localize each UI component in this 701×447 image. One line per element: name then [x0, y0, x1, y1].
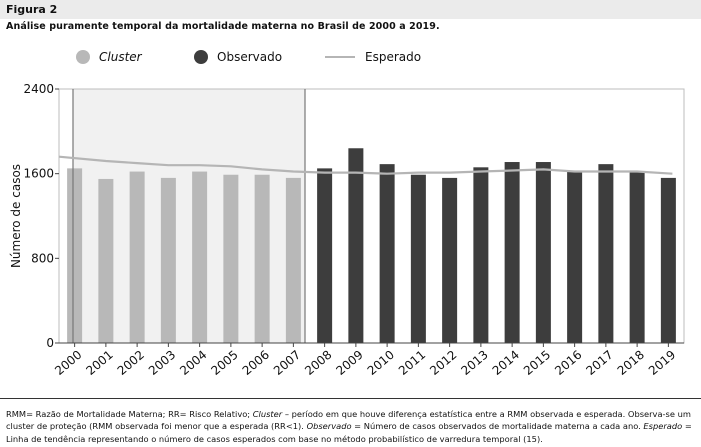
bar-2018	[629, 171, 645, 343]
footnote-text-1: RMM= Razão de Mortalidade Materna; RR= R…	[6, 409, 253, 419]
figure-title: Análise puramente temporal da mortalidad…	[6, 21, 440, 32]
x-tick-label-2009: 2009	[333, 348, 365, 378]
bar-2002	[129, 171, 145, 343]
legend-item-esperado: Esperado	[325, 48, 421, 66]
x-tick-label-2004: 2004	[177, 348, 209, 378]
x-tick-label-2006: 2006	[240, 348, 272, 378]
bar-2019	[660, 177, 676, 343]
bar-2015	[535, 162, 551, 343]
bar-2000	[67, 168, 83, 343]
x-tick-label-2007: 2007	[271, 348, 303, 378]
bar-2016	[567, 170, 583, 343]
bar-2009	[348, 148, 364, 343]
bar-2013	[473, 167, 489, 343]
x-tick-label-2010: 2010	[365, 348, 397, 378]
figure-label: Figura 2	[6, 3, 58, 16]
legend-swatch-observado	[194, 50, 208, 64]
x-tick-label-2019: 2019	[646, 348, 678, 378]
x-tick-label-2018: 2018	[615, 348, 647, 378]
legend-swatch-cluster	[76, 50, 90, 64]
footnote-text-3: = Número de casos observados de mortalid…	[351, 421, 644, 432]
footnote-text-2: – período em que houve diferença estatís…	[6, 409, 691, 432]
footnote-text-4: = Linha de tendência representando o núm…	[6, 421, 692, 444]
y-tick-label: 0	[46, 336, 54, 350]
bar-2006	[254, 174, 270, 343]
footnote: RMM= Razão de Mortalidade Materna; RR= R…	[6, 408, 696, 445]
bar-2017	[598, 164, 614, 343]
bar-2012	[442, 177, 458, 343]
footnote-divider	[0, 398, 701, 399]
bar-2008	[317, 168, 333, 343]
x-tick-label-2014: 2014	[490, 348, 522, 378]
bar-2010	[379, 164, 395, 343]
legend-item-observado: Observado	[194, 48, 282, 66]
x-tick-label-2013: 2013	[458, 348, 490, 378]
bar-2004	[192, 171, 208, 343]
x-tick-label-2008: 2008	[302, 348, 334, 378]
legend-label-cluster: Cluster	[99, 50, 142, 64]
legend-swatch-esperado	[325, 56, 355, 58]
bar-2003	[160, 177, 176, 343]
footnote-term-observado: Observado	[306, 421, 352, 432]
x-tick-label-2012: 2012	[427, 348, 459, 378]
y-tick-label: 2400	[23, 82, 54, 96]
x-tick-label-2011: 2011	[396, 348, 428, 378]
legend-label-esperado: Esperado	[365, 50, 422, 64]
footnote-term-esperado: Esperado	[643, 421, 683, 432]
bar-2011	[410, 174, 426, 343]
y-tick-label: 800	[31, 251, 54, 265]
x-tick-label-2001: 2001	[83, 348, 115, 378]
x-tick-label-2005: 2005	[208, 348, 240, 378]
y-axis-label: Número de casos	[9, 164, 23, 268]
bar-2007	[285, 177, 301, 343]
y-tick-label: 1600	[23, 167, 54, 181]
x-tick-label-2017: 2017	[583, 348, 615, 378]
expected-line	[58, 155, 673, 175]
bar-2001	[98, 178, 114, 343]
bar-2005	[223, 174, 239, 343]
legend-label-observado: Observado	[217, 50, 283, 64]
x-tick-label-2003: 2003	[146, 348, 178, 378]
x-tick-label-2015: 2015	[521, 348, 553, 378]
x-tick-label-2016: 2016	[552, 348, 584, 378]
x-tick-label-2000: 2000	[52, 348, 84, 378]
footnote-term-cluster: Cluster	[252, 409, 283, 419]
x-tick-label-2002: 2002	[115, 348, 147, 378]
figure-header-band	[0, 0, 701, 19]
legend-item-cluster: Cluster	[76, 48, 142, 66]
bar-2014	[504, 162, 520, 343]
